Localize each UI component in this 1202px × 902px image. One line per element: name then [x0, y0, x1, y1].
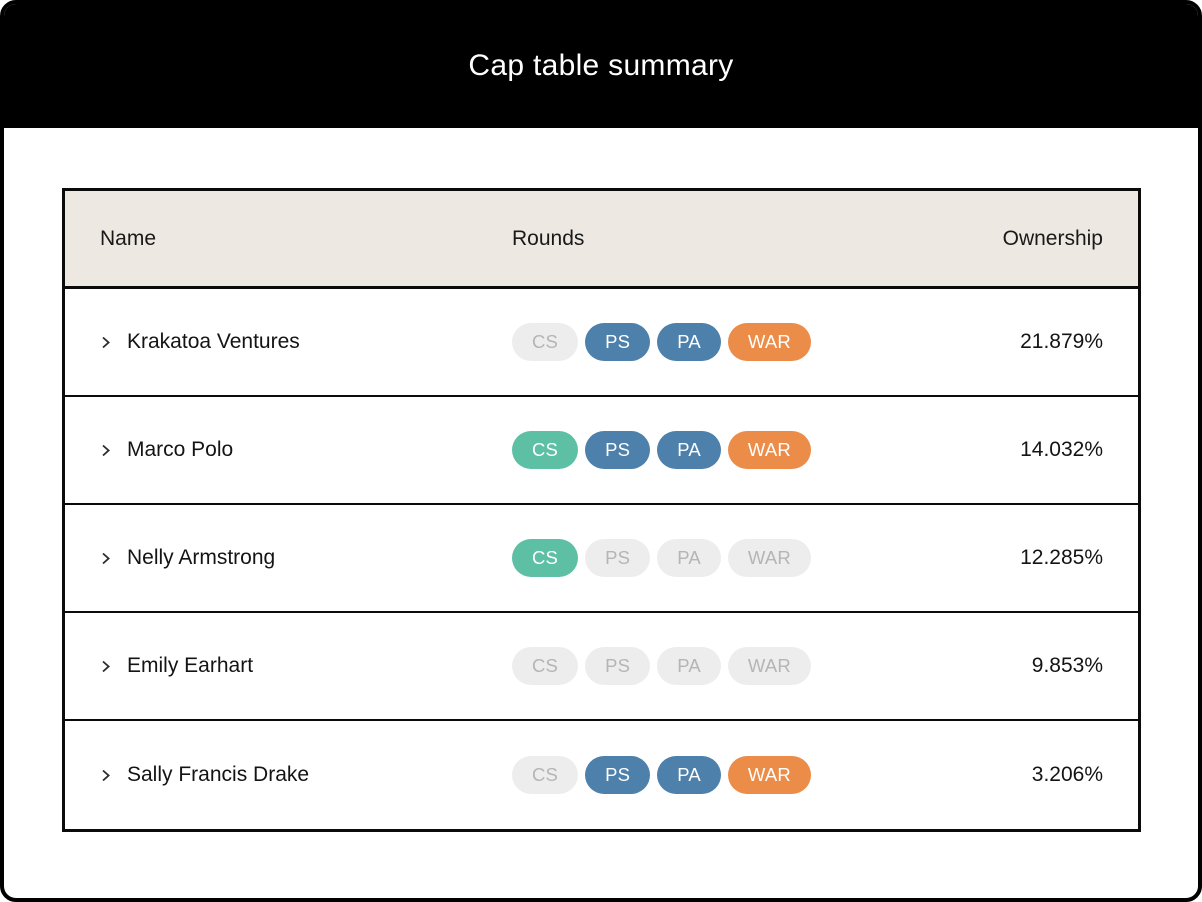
rounds-cell: CS PS PA WAR — [512, 756, 870, 794]
name-cell: Krakatoa Ventures — [65, 330, 512, 354]
round-badge-ps: PS — [585, 647, 651, 685]
round-badge-cs: CS — [512, 756, 579, 794]
round-badge-pa: PA — [657, 756, 721, 794]
table-row[interactable]: Nelly Armstrong CS PS PA WAR 12.285% — [65, 505, 1138, 613]
name-cell: Nelly Armstrong — [65, 546, 512, 570]
round-badge-war: WAR — [727, 431, 811, 469]
table-body: Krakatoa Ventures CS PS PA WAR 21.879% Marco P… — [65, 289, 1138, 829]
round-badge-cs: CS — [512, 431, 579, 469]
rounds-cell: CS PS PA WAR — [512, 539, 870, 577]
page-title: Cap table summary — [468, 49, 734, 82]
rounds-cell: CS PS PA WAR — [512, 323, 870, 361]
column-header-ownership: Ownership — [1002, 226, 1103, 250]
ownership-value: 3.206% — [1031, 763, 1103, 786]
title-bar: Cap table summary — [4, 4, 1198, 128]
round-badge-war: WAR — [727, 539, 811, 577]
chevron-right-icon[interactable] — [97, 767, 114, 784]
round-badge-war: WAR — [727, 323, 811, 361]
column-header-name: Name — [100, 226, 157, 250]
rounds-cell: CS PS PA WAR — [512, 431, 870, 469]
stakeholder-name: Krakatoa Ventures — [127, 330, 300, 353]
name-cell: Emily Earhart — [65, 654, 512, 678]
chevron-right-icon[interactable] — [97, 550, 114, 567]
content-area: Name Rounds Ownership Krakatoa Ventures C… — [4, 128, 1198, 832]
column-header-rounds: Rounds — [512, 226, 585, 250]
stakeholder-name: Nelly Armstrong — [127, 546, 276, 569]
table-header-row: Name Rounds Ownership — [65, 191, 1138, 289]
round-badge-pa: PA — [657, 647, 721, 685]
chevron-right-icon[interactable] — [97, 658, 114, 675]
table-row[interactable]: Sally Francis Drake CS PS PA WAR 3.206% — [65, 721, 1138, 829]
stakeholder-name: Emily Earhart — [127, 654, 254, 677]
chevron-right-icon[interactable] — [97, 442, 114, 459]
round-badge-pa: PA — [657, 539, 721, 577]
stakeholder-name: Sally Francis Drake — [127, 763, 310, 786]
round-badge-ps: PS — [585, 756, 651, 794]
name-cell: Sally Francis Drake — [65, 763, 512, 787]
table-row[interactable]: Marco Polo CS PS PA WAR 14.032% — [65, 397, 1138, 505]
round-badge-cs: CS — [512, 647, 579, 685]
round-badge-war: WAR — [727, 756, 811, 794]
cap-table: Name Rounds Ownership Krakatoa Ventures C… — [62, 188, 1141, 832]
name-cell: Marco Polo — [65, 438, 512, 462]
round-badge-cs: CS — [512, 323, 579, 361]
table-row[interactable]: Krakatoa Ventures CS PS PA WAR 21.879% — [65, 289, 1138, 397]
ownership-value: 14.032% — [1020, 438, 1103, 461]
round-badge-pa: PA — [657, 431, 721, 469]
round-badge-ps: PS — [585, 323, 651, 361]
table-row[interactable]: Emily Earhart CS PS PA WAR 9.853% — [65, 613, 1138, 721]
stakeholder-name: Marco Polo — [127, 438, 234, 461]
round-badge-ps: PS — [585, 431, 651, 469]
chevron-right-icon[interactable] — [97, 334, 114, 351]
ownership-value: 9.853% — [1031, 654, 1103, 677]
ownership-value: 21.879% — [1020, 330, 1103, 353]
round-badge-ps: PS — [585, 539, 651, 577]
round-badge-cs: CS — [512, 539, 579, 577]
round-badge-pa: PA — [657, 323, 721, 361]
ownership-value: 12.285% — [1020, 546, 1103, 569]
rounds-cell: CS PS PA WAR — [512, 647, 870, 685]
round-badge-war: WAR — [727, 647, 811, 685]
